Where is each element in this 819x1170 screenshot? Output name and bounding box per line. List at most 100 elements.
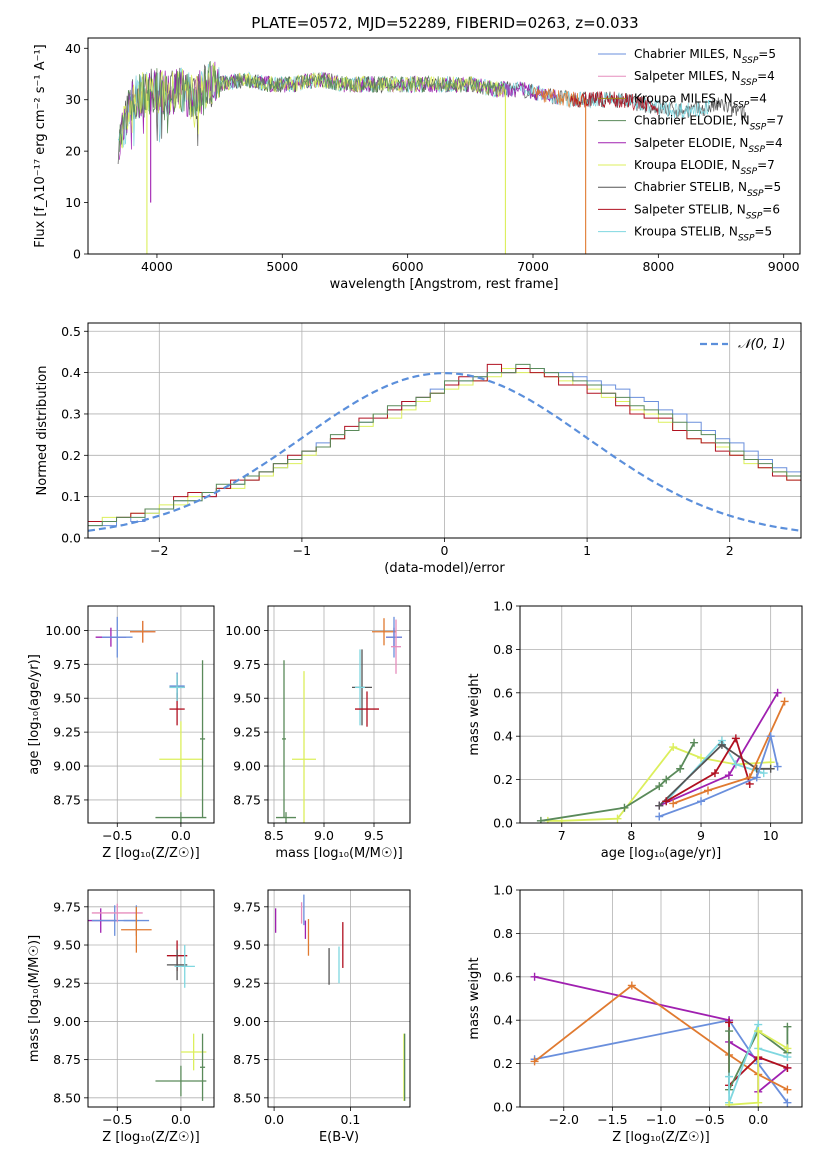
- error-bar-point: [391, 619, 401, 674]
- y-tick-label: 9.75: [53, 657, 81, 672]
- series-line: [540, 742, 695, 822]
- x-tick-label: −0.5: [694, 1112, 724, 1127]
- axes-frame: [519, 605, 803, 824]
- series-line: [658, 743, 771, 807]
- data-point: [731, 760, 740, 769]
- data-point: [783, 1098, 792, 1107]
- x-tick-label: 0: [441, 543, 449, 558]
- plot-area-age_vs_mass: [276, 616, 402, 823]
- data-point: [773, 688, 782, 697]
- data-point: [627, 981, 636, 990]
- x-tick-label: 8.5: [264, 828, 284, 843]
- y-tick-label: 9.50: [53, 938, 81, 953]
- y-tick-label: 0.2: [493, 1056, 513, 1071]
- x-tick-label: 0.0: [264, 1112, 284, 1127]
- y-tick-label: 0.8: [493, 926, 513, 941]
- data-point: [710, 769, 719, 778]
- y-tick-label: 9.50: [53, 691, 81, 706]
- y-tick-label: 0: [73, 247, 81, 262]
- legend-label: 𝒩(0, 1): [738, 337, 785, 352]
- panel-mass_vs_EBV: 0.0 0.1 8.50 8.75 9.00 9.25 9.50 9.75 E(B-V): [233, 889, 411, 1145]
- y-tick-label: 9.50: [233, 938, 261, 953]
- y-tick-label: 9.00: [233, 759, 261, 774]
- y-tick-label: 0.0: [493, 816, 513, 831]
- y-tick-label: 0.4: [493, 729, 513, 744]
- axes-frame: [87, 322, 802, 539]
- axes-frame: [87, 889, 215, 1108]
- y-tick-label: 40: [65, 41, 81, 56]
- data-point: [697, 797, 706, 806]
- y-tick-label: 9.75: [233, 899, 261, 914]
- series-line: [534, 975, 788, 1094]
- error-bar-point: [292, 671, 316, 823]
- data-point: [725, 1100, 734, 1107]
- spectrum-line: [532, 86, 587, 109]
- x-tick-label: 9.0: [314, 828, 334, 843]
- error-bar-point: [91, 903, 143, 923]
- y-tick-label: 0.5: [61, 324, 81, 339]
- y-tick-label: 0.4: [493, 1013, 513, 1028]
- error-bar-point: [169, 673, 185, 701]
- data-point: [725, 1018, 734, 1027]
- data-point: [766, 764, 775, 773]
- legend-label: Salpeter ELODIE, NSSP=4: [634, 136, 783, 155]
- x-tick-label: 7000: [517, 259, 549, 274]
- data-point: [620, 803, 629, 812]
- spectrum-line: [118, 61, 506, 152]
- series-line: [672, 701, 786, 805]
- plot-area-residuals: [88, 363, 801, 532]
- error-bar-point: [102, 616, 133, 658]
- data-point: [676, 764, 685, 773]
- data-point: [655, 801, 664, 810]
- x-axis-label: (data-model)/error: [384, 561, 505, 576]
- y-tick-label: 30: [65, 92, 81, 107]
- data-point: [536, 816, 545, 823]
- error-bar-point: [130, 620, 156, 643]
- y-tick-label: 0.2: [493, 772, 513, 787]
- data-point: [655, 812, 664, 821]
- y-tick-label: 9.25: [233, 725, 261, 740]
- data-point: [662, 775, 671, 784]
- x-tick-label: −1.5: [597, 1112, 627, 1127]
- plot-area-massweight_vs_age: [536, 688, 789, 823]
- x-tick-label: 8000: [642, 259, 674, 274]
- panel-mass_vs_Z: −0.5 0.0 8.50 8.75 9.00 9.25 9.50 9.75 Z [log₁₀(…: [27, 889, 215, 1145]
- data-point: [669, 799, 678, 808]
- panel-spectrum: 4000 5000 6000 7000 8000 9000 0 10 20 30 40 wavelen…: [33, 37, 801, 292]
- plot-area-mass_vs_EBV: [274, 894, 406, 1101]
- y-tick-label: 9.25: [53, 976, 81, 991]
- x-axis-label: wavelength [Angstrom, rest frame]: [330, 277, 559, 292]
- data-point: [530, 972, 539, 981]
- y-tick-label: 8.75: [53, 792, 81, 807]
- data-point: [783, 1053, 792, 1062]
- data-point: [783, 1063, 792, 1072]
- data-point: [780, 697, 789, 706]
- y-tick-label: 9.25: [233, 976, 261, 991]
- y-tick-label: 9.50: [233, 691, 261, 706]
- error-bar-point: [282, 660, 286, 818]
- normal-curve: [88, 371, 801, 532]
- x-tick-label: 0.1: [341, 1112, 361, 1127]
- x-axis-label: E(B-V): [319, 1130, 359, 1145]
- panel-age_vs_mass: 8.5 9.0 9.5 8.75 9.00 9.25 9.50 9.75 10.00 mass […: [225, 605, 411, 861]
- y-axis-label: mass weight: [467, 957, 482, 1039]
- y-axis-label: age [log₁₀(age/yr)]: [27, 654, 42, 775]
- error-bar-point: [372, 618, 396, 646]
- y-tick-label: 9.00: [233, 1014, 261, 1029]
- y-tick-label: 1.0: [493, 883, 513, 898]
- y-tick-label: 8.75: [233, 792, 261, 807]
- plot-area-massweight_vs_Z: [530, 972, 792, 1107]
- legend-label: Kroupa ELODIE, NSSP=7: [634, 158, 775, 177]
- plot-area-age_vs_Z: [95, 616, 207, 823]
- x-axis-label: Z [log₁₀(Z/Z☉)]: [102, 1130, 199, 1145]
- data-point: [717, 740, 726, 749]
- x-tick-label: −0.5: [102, 1112, 132, 1127]
- plot-area-spectrum: [117, 61, 747, 254]
- error-bar-point: [159, 721, 203, 798]
- y-tick-label: 9.00: [53, 1014, 81, 1029]
- axes-frame: [87, 37, 801, 255]
- y-tick-label: 10.00: [225, 623, 261, 638]
- x-tick-label: 2: [726, 543, 734, 558]
- data-point: [724, 771, 733, 780]
- x-tick-label: 4000: [141, 259, 173, 274]
